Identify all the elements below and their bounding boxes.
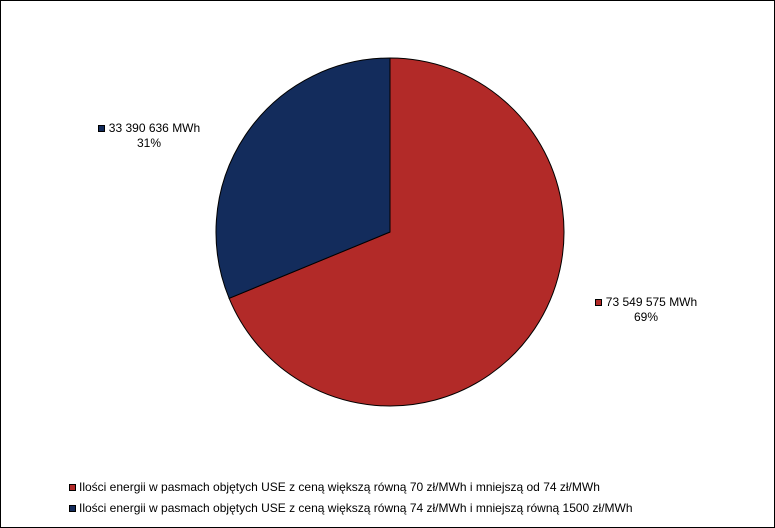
legend-label-1: Ilości energii w pasmach objętych USE z …: [79, 480, 600, 494]
data-label-percent-2: 31%: [136, 136, 162, 150]
legend-item-2: Ilości energii w pasmach objętych USE z …: [69, 498, 633, 519]
data-label-swatch-2: [97, 125, 105, 132]
pie-slice-2: [215, 57, 391, 299]
data-label-value-1: 73 549 575 MWh: [605, 295, 698, 309]
data-label-percent-1: 69%: [633, 310, 659, 324]
legend-swatch-2: [69, 505, 76, 512]
legend-swatch-1: [69, 484, 76, 491]
legend: Ilości energii w pasmach objętych USE z …: [69, 477, 633, 519]
legend-item-1: Ilości energii w pasmach objętych USE z …: [69, 477, 633, 498]
data-label-slice-2: 33 390 636 MWh 31%: [89, 121, 209, 151]
data-label-swatch-1: [594, 299, 602, 306]
pie-slice-1: [228, 57, 565, 407]
data-label-value-2: 33 390 636 MWh: [108, 121, 201, 135]
data-label-slice-1: 73 549 575 MWh 69%: [586, 295, 706, 325]
legend-label-2: Ilości energii w pasmach objętych USE z …: [79, 501, 633, 515]
